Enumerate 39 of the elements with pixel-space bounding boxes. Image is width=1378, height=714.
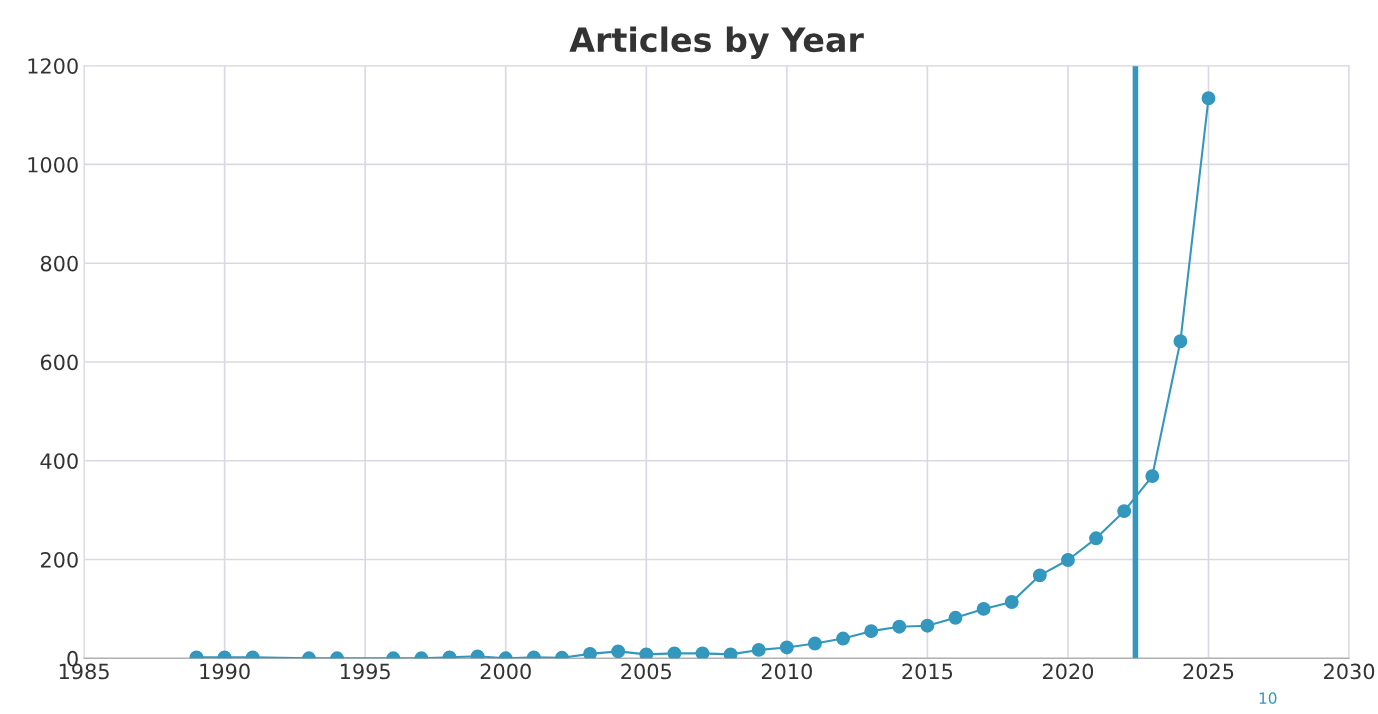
y-tick-label: 200 (40, 551, 78, 568)
point (920, 618, 935, 633)
point (723, 647, 738, 659)
y-tick-label: 600 (40, 354, 78, 371)
x-tick-label: 2025 (1183, 663, 1234, 680)
point (1117, 504, 1132, 519)
x-tick-label: 1990 (200, 663, 250, 680)
y-tick-label: 1200 (28, 58, 78, 74)
y-tick-label: 800 (40, 255, 78, 272)
point (836, 631, 851, 646)
x-tick-label: 2005 (621, 663, 671, 680)
point (1089, 531, 1104, 546)
point (639, 647, 654, 659)
point (695, 646, 710, 659)
y-tick-label: 1000 (28, 156, 78, 173)
point (611, 644, 626, 659)
x-tick-label: 2015 (902, 663, 953, 680)
point (1145, 469, 1160, 484)
y-tick-label: 400 (40, 453, 78, 469)
point (976, 601, 991, 616)
x-tick-label: 2020 (1042, 663, 1094, 680)
point (892, 619, 907, 634)
x-tick-label: 1995 (340, 663, 390, 680)
x-tick-label: 2030 (1324, 663, 1375, 680)
point (1061, 553, 1075, 567)
point (667, 646, 682, 659)
point (1032, 568, 1047, 583)
point (779, 640, 794, 655)
x-tick-label: 2010 (761, 663, 812, 680)
x-tick-label: 2000 (480, 663, 531, 680)
text: 10 (1259, 692, 1277, 704)
point (948, 610, 963, 625)
point (808, 636, 822, 651)
point (864, 624, 879, 639)
point (1004, 595, 1019, 609)
point (583, 646, 598, 659)
point (751, 642, 766, 657)
point (1173, 334, 1188, 349)
chart-title: Articles by Year (569, 26, 864, 59)
